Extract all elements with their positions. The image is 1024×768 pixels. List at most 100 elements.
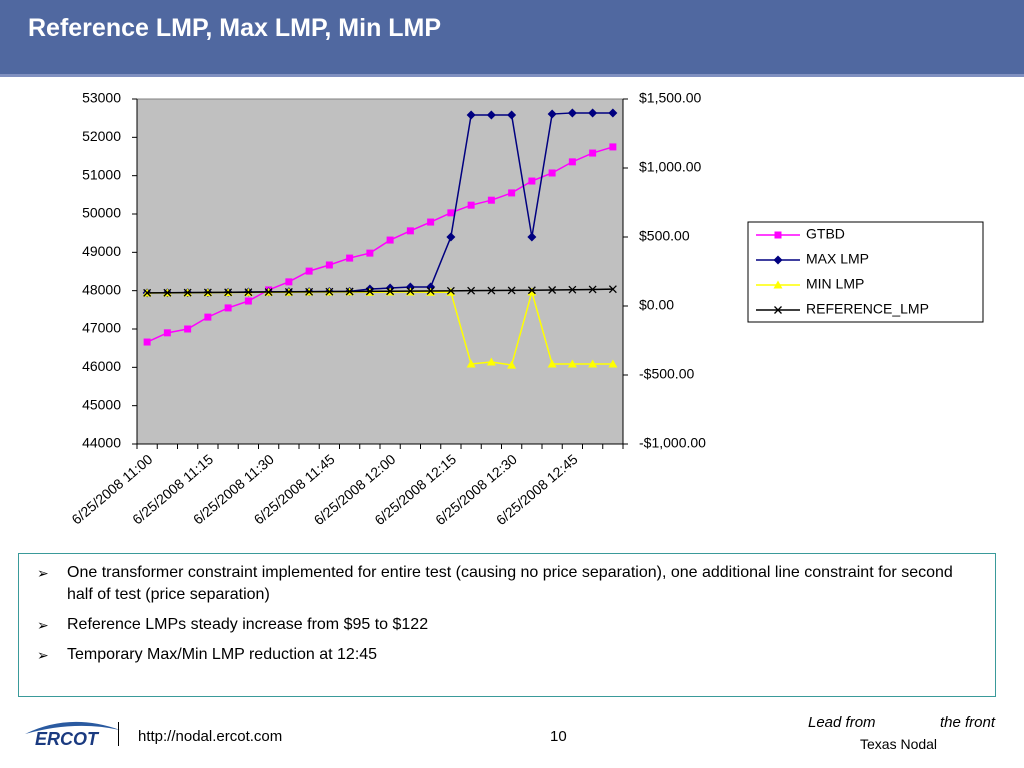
marker bbox=[507, 360, 517, 369]
marker bbox=[567, 108, 577, 118]
marker bbox=[589, 149, 597, 157]
marker bbox=[588, 359, 598, 368]
marker bbox=[244, 288, 253, 297]
marker bbox=[486, 357, 496, 366]
marker bbox=[548, 286, 557, 294]
bullet-list: One transformer constraint implemented f… bbox=[19, 554, 995, 666]
marker bbox=[773, 255, 783, 265]
slide-title: Reference LMP, Max LMP, Min LMP bbox=[28, 14, 442, 42]
marker bbox=[588, 108, 598, 118]
legend-label: GTBD bbox=[806, 226, 845, 242]
marker bbox=[244, 297, 252, 305]
marker bbox=[345, 287, 354, 296]
marker bbox=[547, 109, 557, 119]
marker bbox=[264, 288, 273, 297]
marker bbox=[426, 286, 435, 295]
logo: ERCOT bbox=[25, 721, 120, 749]
tagline-left: Lead from bbox=[808, 714, 876, 731]
text-box: One transformer constraint implemented f… bbox=[18, 553, 996, 697]
marker bbox=[305, 267, 313, 275]
logo-swoosh bbox=[25, 721, 120, 734]
marker bbox=[527, 287, 537, 296]
marker bbox=[447, 209, 455, 217]
tagline-right: the front bbox=[940, 714, 996, 731]
marker bbox=[486, 110, 496, 120]
marker bbox=[588, 285, 597, 294]
marker bbox=[548, 169, 556, 177]
marker bbox=[224, 288, 233, 297]
chart: 44000 45000 46000 47000 48000 49000 50000 51000… bbox=[68, 90, 984, 528]
marker bbox=[406, 287, 415, 296]
marker bbox=[386, 236, 394, 244]
y-tick-label: 47000 bbox=[82, 320, 121, 336]
marker bbox=[406, 227, 414, 235]
y2-tick-label: $0.00 bbox=[639, 297, 674, 313]
marker bbox=[568, 285, 577, 294]
marker bbox=[224, 304, 232, 312]
legend-label: REFERENCE_LMP bbox=[806, 301, 929, 317]
marker bbox=[773, 280, 783, 289]
y-tick-label: 52000 bbox=[82, 128, 121, 144]
marker bbox=[608, 285, 617, 294]
y2-tick-label: $500.00 bbox=[639, 228, 690, 244]
marker bbox=[184, 325, 192, 333]
marker bbox=[143, 288, 152, 297]
marker bbox=[427, 218, 435, 226]
marker bbox=[547, 359, 557, 368]
marker bbox=[325, 287, 334, 296]
y-tick-label: 49000 bbox=[82, 243, 121, 259]
marker bbox=[609, 143, 617, 151]
logo-text: ERCOT bbox=[35, 729, 100, 749]
marker bbox=[305, 287, 314, 296]
y2-tick-label: -$500.00 bbox=[639, 366, 694, 382]
y-tick-label: 51000 bbox=[82, 166, 121, 182]
legend-box bbox=[747, 221, 984, 323]
y-tick-label: 46000 bbox=[82, 358, 121, 374]
y-tick-label: 48000 bbox=[82, 281, 121, 297]
bullet: Temporary Max/Min LMP reduction at 12:45 bbox=[37, 644, 975, 666]
separator bbox=[118, 722, 119, 746]
marker bbox=[608, 359, 618, 368]
legend-label: MAX LMP bbox=[806, 251, 869, 267]
footer-subtitle: Texas Nodal bbox=[860, 736, 938, 752]
marker bbox=[284, 287, 293, 296]
marker bbox=[467, 201, 475, 209]
y-tick-label: 45000 bbox=[82, 396, 121, 412]
bullet: Reference LMPs steady increase from $95 … bbox=[37, 614, 975, 636]
marker bbox=[325, 261, 333, 269]
marker bbox=[346, 254, 354, 262]
marker bbox=[446, 286, 455, 295]
y2-tick-label: -$1,000.00 bbox=[639, 435, 706, 451]
header: Reference LMP, Max LMP, Min LMP bbox=[0, 0, 1024, 77]
marker bbox=[203, 288, 212, 297]
marker bbox=[365, 287, 374, 296]
legend-label: MIN LMP bbox=[806, 276, 864, 292]
marker bbox=[163, 329, 171, 337]
plot-area bbox=[136, 98, 624, 445]
marker bbox=[508, 189, 516, 197]
marker bbox=[568, 158, 576, 166]
marker bbox=[386, 287, 395, 296]
marker bbox=[466, 110, 476, 120]
marker bbox=[774, 231, 782, 239]
y-tick-label: 53000 bbox=[82, 90, 121, 106]
marker bbox=[183, 288, 192, 297]
marker bbox=[285, 278, 293, 286]
marker bbox=[507, 286, 516, 295]
y-tick-label: 50000 bbox=[82, 205, 121, 221]
marker bbox=[528, 177, 536, 185]
marker bbox=[527, 286, 536, 295]
marker bbox=[466, 359, 476, 368]
marker bbox=[487, 286, 496, 295]
page-number: 10 bbox=[550, 728, 567, 745]
marker bbox=[163, 288, 172, 297]
y2-tick-label: $1,000.00 bbox=[639, 159, 701, 175]
footer-url: http://nodal.ercot.com bbox=[138, 728, 283, 745]
bullet: One transformer constraint implemented f… bbox=[37, 562, 975, 606]
marker bbox=[446, 232, 456, 242]
series-line bbox=[147, 288, 613, 294]
marker bbox=[507, 110, 517, 120]
marker bbox=[487, 196, 495, 204]
y2-tick-label: $1,500.00 bbox=[639, 90, 701, 106]
